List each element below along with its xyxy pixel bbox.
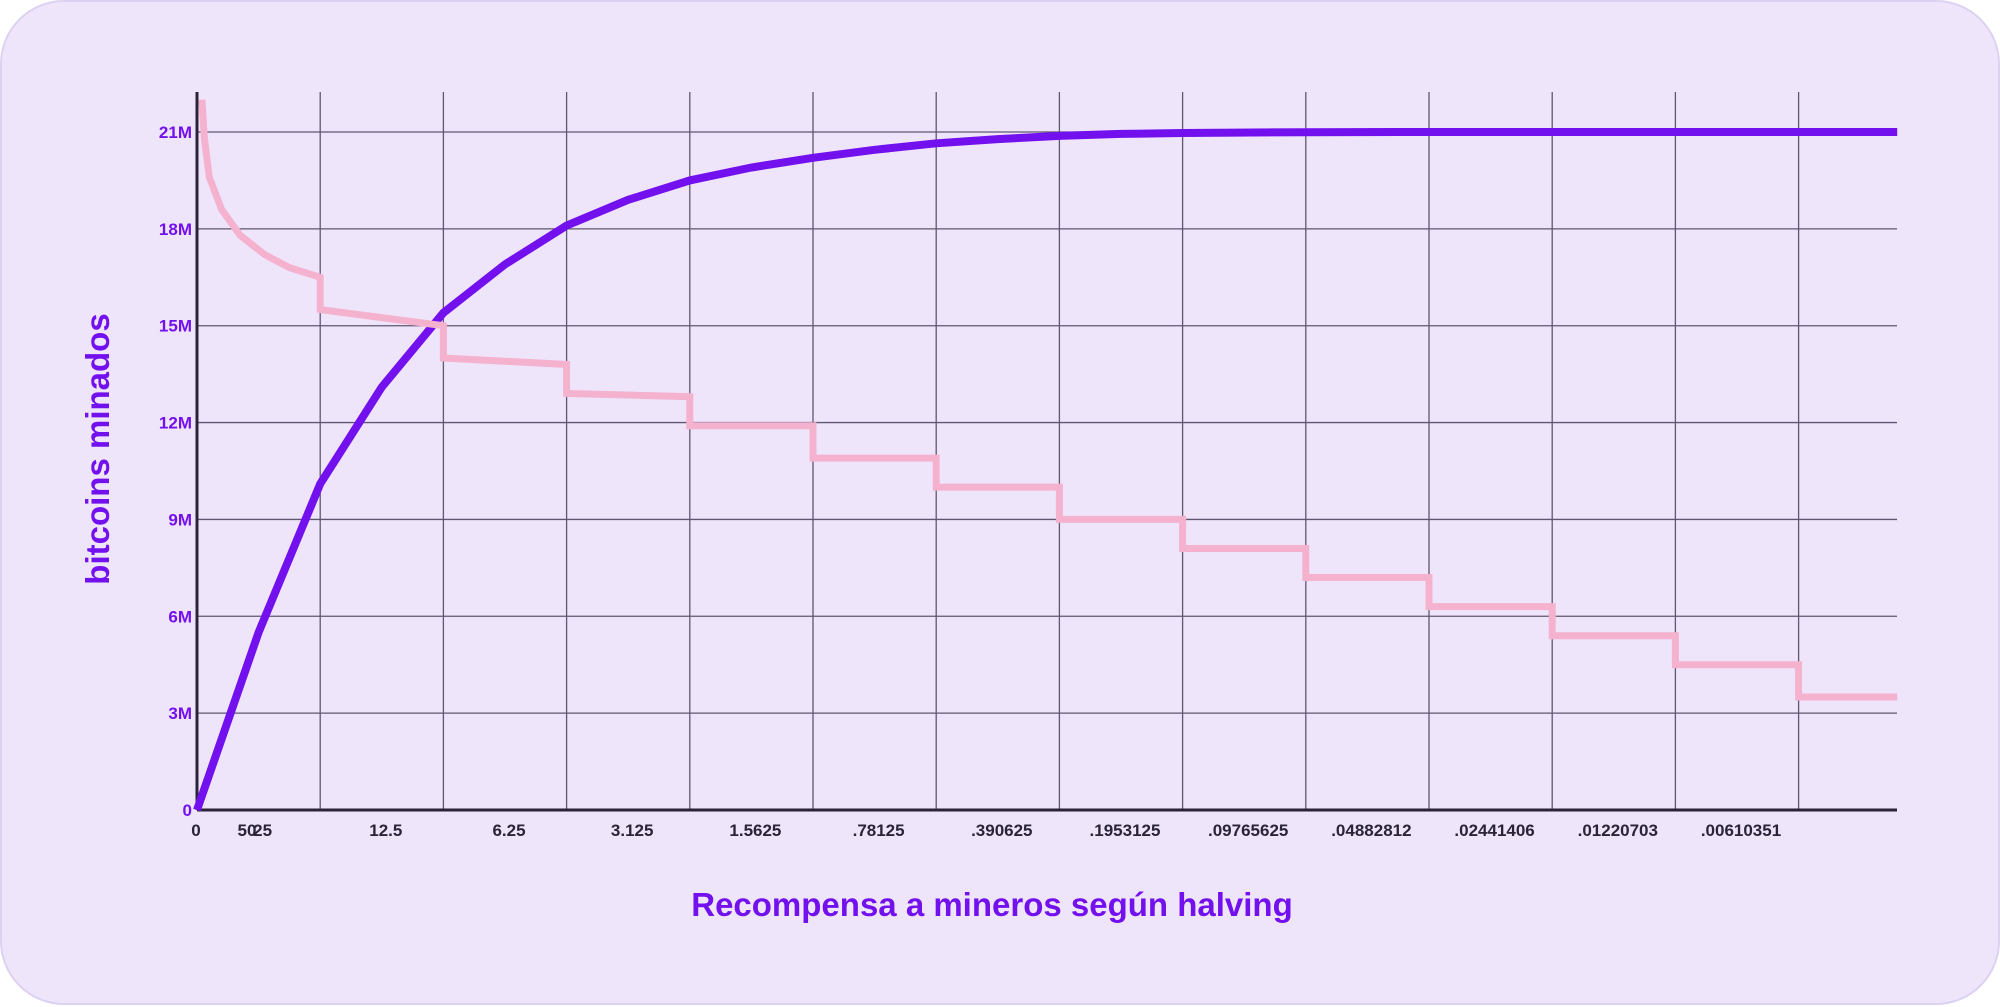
x-tick-label: 1.5625 xyxy=(729,821,781,840)
x-tick-label: .04882812 xyxy=(1331,821,1411,840)
y-tick-label: 3M xyxy=(168,704,192,723)
y-tick-label: 15M xyxy=(159,317,192,336)
y-tick-label: 12M xyxy=(159,414,192,433)
x-tick-label: 12.5 xyxy=(369,821,402,840)
axes xyxy=(195,92,1897,812)
y-tick-label: 0 xyxy=(183,801,192,820)
x-tick-label: 50 xyxy=(238,821,257,840)
grid xyxy=(197,92,1897,810)
x-tick-label: .01220703 xyxy=(1578,821,1658,840)
y-axis-title: bitcoins minados xyxy=(79,313,116,584)
y-tick-label: 9M xyxy=(168,510,192,529)
x-tick-label: 6.25 xyxy=(492,821,525,840)
x-axis-title: Recompensa a mineros según halving xyxy=(691,886,1293,923)
x-tick-label: 0 xyxy=(191,821,200,840)
y-tick-label: 6M xyxy=(168,607,192,626)
series-line-reward xyxy=(198,99,1898,701)
x-tick-label: 25 xyxy=(253,821,272,840)
x-tick-label: .02441406 xyxy=(1454,821,1534,840)
x-tick-label: .00610351 xyxy=(1701,821,1781,840)
series-line-mined xyxy=(193,128,1898,812)
x-tick-label: .09765625 xyxy=(1208,821,1288,840)
x-tick-label: 3.125 xyxy=(611,821,654,840)
x-tick-label: .1953125 xyxy=(1090,821,1161,840)
y-tick-label: 21M xyxy=(159,123,192,142)
y-tick-label: 18M xyxy=(159,220,192,239)
x-tick-label: .390625 xyxy=(971,821,1032,840)
x-tick-label: .78125 xyxy=(853,821,905,840)
series xyxy=(193,99,1898,812)
